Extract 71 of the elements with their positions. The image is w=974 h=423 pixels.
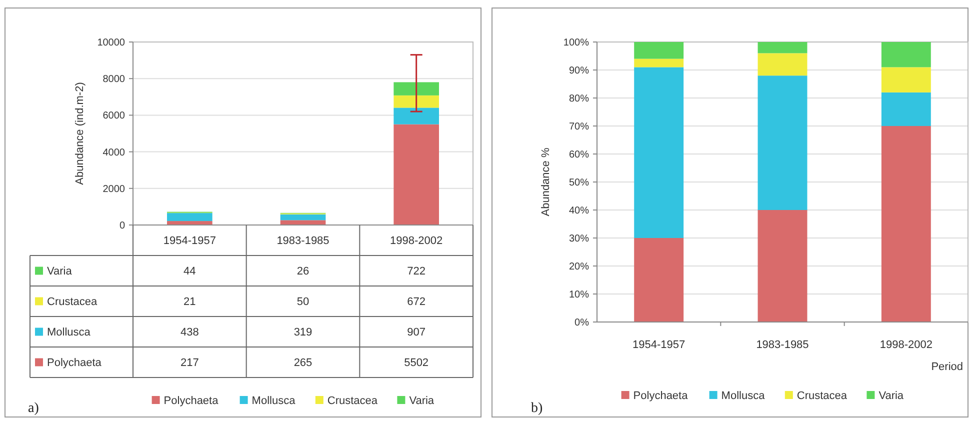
bar	[394, 124, 439, 225]
y-tick-label: 20%	[568, 262, 590, 272]
data-label: 44	[184, 266, 196, 278]
x-tick-label: 1998-2002	[880, 338, 932, 351]
y-tick-label: 90%	[568, 66, 590, 76]
x-tick-label: 1998-2002	[390, 235, 443, 248]
data-label: 438	[180, 326, 199, 339]
bar	[758, 76, 808, 210]
y-tick-label: 4000	[102, 147, 126, 158]
data-label: 722	[407, 266, 426, 278]
y-tick-label: 0	[119, 220, 126, 232]
y-axis-title: Abundance (ind.m-2)	[74, 82, 86, 185]
bar	[881, 92, 931, 126]
y-tick-label: 30%	[568, 234, 590, 244]
bar	[634, 42, 684, 59]
legend-label: Varia	[409, 394, 435, 407]
y-tick-label: 0%	[574, 318, 590, 328]
data-label: 26	[296, 266, 310, 278]
data-label: 50	[296, 296, 310, 308]
y-tick-label: 100%	[563, 38, 590, 48]
y-tick-label: 10%	[568, 290, 590, 300]
data-label: 21	[184, 296, 196, 308]
y-tick-label: 50%	[568, 178, 590, 188]
bar	[758, 210, 808, 322]
legend-label: Mollusca	[721, 390, 766, 402]
y-tick-label: 40%	[568, 206, 590, 216]
x-tick-label: 1954-1957	[632, 338, 686, 351]
legend-label: Varia	[878, 390, 904, 402]
data-label: 672	[407, 296, 426, 308]
x-tick-label: 1983-1985	[756, 338, 809, 351]
bar	[167, 213, 212, 222]
bar	[881, 42, 931, 68]
data-label: 5502	[404, 357, 429, 370]
legend-label: Crustacea	[796, 390, 848, 402]
text: b)	[531, 401, 543, 416]
legend-label: Polychaeta	[633, 390, 689, 402]
data-label: 319	[294, 326, 312, 339]
x-tick-label: 1954-1957	[163, 235, 216, 248]
y-tick-label: 6000	[102, 110, 126, 122]
text: a)	[28, 401, 40, 416]
bar	[394, 82, 439, 96]
text: Mollusca	[252, 394, 296, 407]
text: Varia	[47, 266, 72, 278]
data-label: 907	[407, 326, 426, 339]
y-axis-title: Abundance %	[540, 148, 552, 216]
data-label: 217	[180, 357, 199, 370]
text: Polychaeta	[164, 394, 218, 407]
y-tick-label: 2000	[102, 184, 126, 195]
bar	[394, 108, 439, 124]
y-tick-label: 8000	[102, 74, 126, 86]
y-tick-label: 60%	[568, 150, 590, 160]
bar	[758, 42, 808, 54]
bar	[758, 53, 808, 76]
bar	[881, 67, 931, 92]
legend-label: Mollusca	[47, 326, 92, 339]
y-tick-label: 70%	[568, 122, 590, 132]
bar	[881, 126, 931, 322]
y-tick-label: 80%	[568, 94, 590, 104]
legend-label: Polychaeta	[47, 357, 102, 370]
bar	[634, 238, 684, 322]
legend-label: Crustacea	[47, 296, 98, 308]
bar	[634, 67, 684, 238]
x-axis-title: Period	[931, 361, 963, 373]
x-tick-label: 1983-1985	[276, 235, 330, 248]
bar	[280, 214, 326, 220]
bar	[280, 220, 326, 225]
data-label: 265	[294, 357, 312, 370]
text: Crustacea	[327, 394, 378, 407]
y-tick-label: 10000	[97, 38, 126, 48]
bar	[634, 58, 684, 68]
bar	[394, 95, 439, 108]
